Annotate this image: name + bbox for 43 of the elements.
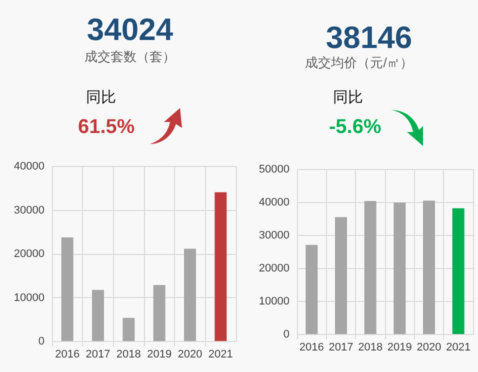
x-tick-label: 2020 xyxy=(416,342,442,354)
y-tick-label: 10000 xyxy=(258,296,290,308)
bar xyxy=(423,200,435,334)
bar xyxy=(92,290,104,341)
bar xyxy=(122,318,135,341)
x-tick-label: 2018 xyxy=(116,348,141,360)
chart-title: 38146 xyxy=(324,20,414,56)
x-tick-label: 2021 xyxy=(208,348,233,360)
x-tick-label: 2017 xyxy=(328,342,354,354)
x-tick-label: 2017 xyxy=(86,348,110,360)
bar xyxy=(335,217,347,334)
y-tick-label: 50000 xyxy=(258,164,290,176)
y-tick-label: 0 xyxy=(38,336,44,348)
text: 同比 xyxy=(333,88,363,107)
text: -5.6% xyxy=(329,116,382,139)
y-tick-label: 20000 xyxy=(14,248,44,260)
bar xyxy=(452,208,464,334)
bar xyxy=(214,192,227,341)
x-tick-label: 2021 xyxy=(446,342,471,354)
y-tick-label: 10000 xyxy=(14,292,44,304)
bar xyxy=(364,201,376,334)
y-tick-label: 40000 xyxy=(14,160,44,172)
bar xyxy=(306,244,318,334)
x-tick-label: 2018 xyxy=(358,342,383,354)
text: 61.5% xyxy=(78,116,135,139)
y-tick-label: 30000 xyxy=(14,204,44,216)
bar xyxy=(153,285,166,341)
x-tick-label: 2019 xyxy=(147,348,172,360)
text: 同比 xyxy=(86,88,116,107)
y-tick-label: 20000 xyxy=(258,262,290,274)
y-tick-label: 40000 xyxy=(258,196,290,208)
bar xyxy=(394,202,406,334)
chart-title: 34024 xyxy=(86,12,174,48)
x-tick-label: 2016 xyxy=(55,348,80,360)
bar xyxy=(61,237,74,341)
chart-subtitle: 成交套数（套） xyxy=(84,48,176,66)
x-tick-label: 2019 xyxy=(387,342,412,354)
chart-subtitle: 成交均价（元/㎡） xyxy=(304,54,414,72)
x-tick-label: 2020 xyxy=(178,348,202,360)
y-tick-label: 0 xyxy=(283,328,290,340)
x-tick-label: 2016 xyxy=(299,342,324,354)
bar xyxy=(184,248,196,341)
y-tick-label: 30000 xyxy=(258,230,290,242)
